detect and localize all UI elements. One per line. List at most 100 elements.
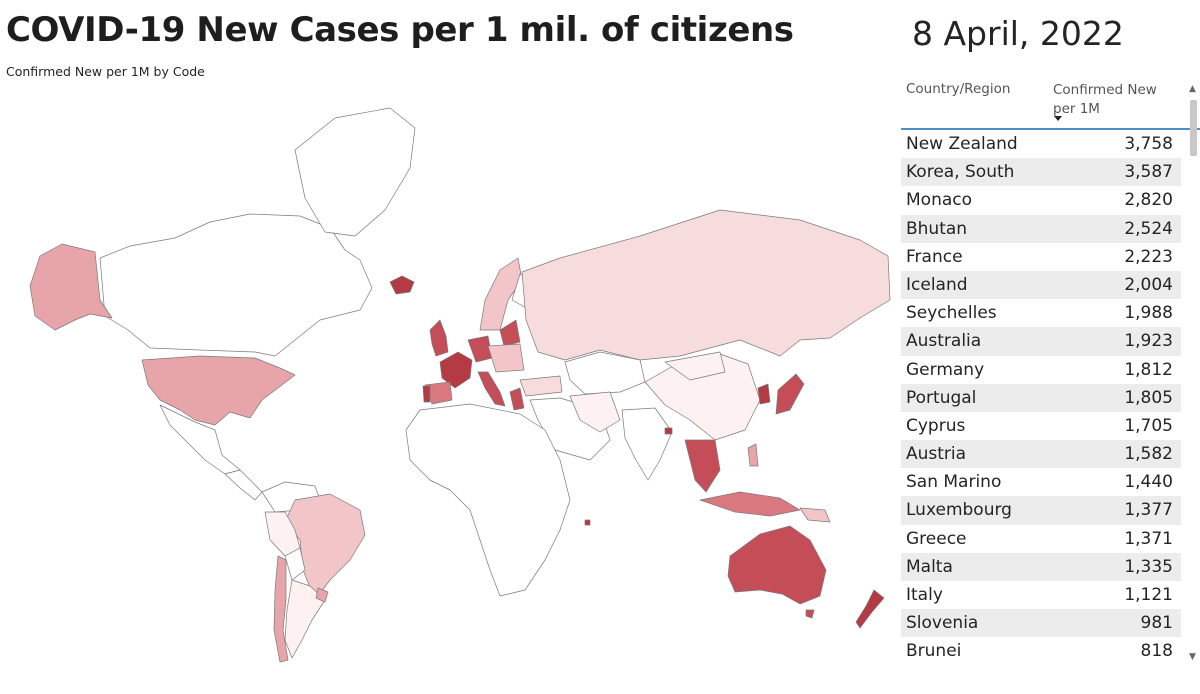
dashboard-title: COVID-19 New Cases per 1 mil. of citizen… bbox=[6, 10, 794, 50]
table-row[interactable]: Germany 1,812 bbox=[901, 356, 1181, 384]
cell-value: 1,705 bbox=[1124, 415, 1173, 436]
country-uruguay[interactable] bbox=[315, 587, 329, 603]
table-row[interactable]: Italy 1,121 bbox=[901, 581, 1181, 609]
country-norway-sweden[interactable] bbox=[479, 257, 523, 331]
column-header-country[interactable]: Country/Region bbox=[906, 81, 1011, 97]
country-chile[interactable] bbox=[273, 555, 289, 663]
table-row[interactable]: Australia 1,923 bbox=[901, 327, 1181, 356]
country-turkey[interactable] bbox=[519, 375, 563, 397]
country-africa[interactable] bbox=[405, 403, 571, 597]
country-korea-south[interactable] bbox=[757, 383, 771, 405]
country-bhutan[interactable] bbox=[664, 427, 673, 435]
cell-value: 2,820 bbox=[1124, 190, 1173, 211]
table-row[interactable]: New Zealand 3,758 bbox=[901, 130, 1181, 158]
cell-country: France bbox=[906, 246, 963, 267]
table-row[interactable]: Brunei 818 bbox=[901, 637, 1181, 665]
cell-country: Slovenia bbox=[906, 613, 979, 634]
cell-country: Korea, South bbox=[906, 162, 1015, 183]
table-row[interactable]: Monaco 2,820 bbox=[901, 186, 1181, 214]
cell-country: Australia bbox=[906, 331, 982, 352]
country-usa[interactable] bbox=[141, 355, 296, 426]
cell-value: 1,371 bbox=[1124, 528, 1173, 549]
country-philippines[interactable] bbox=[747, 443, 759, 467]
cases-table[interactable]: Country/Region Confirmed New per 1M New … bbox=[901, 76, 1200, 694]
table-scrollbar[interactable]: ▲ ▼ bbox=[1188, 78, 1200, 662]
column-header-value[interactable]: Confirmed New per 1M bbox=[1053, 82, 1157, 117]
country-tasmania[interactable] bbox=[805, 609, 815, 619]
country-kazakhstan[interactable] bbox=[564, 351, 646, 395]
country-central-europe[interactable] bbox=[487, 343, 525, 373]
country-germany[interactable] bbox=[467, 335, 493, 363]
cell-country: Portugal bbox=[906, 387, 977, 408]
table-row[interactable]: Austria 1,582 bbox=[901, 440, 1181, 469]
country-australia[interactable] bbox=[727, 525, 827, 605]
country-russia[interactable] bbox=[521, 209, 891, 361]
cell-value: 1,805 bbox=[1124, 387, 1173, 408]
table-row[interactable]: Luxembourg 1,377 bbox=[901, 496, 1181, 525]
cell-country: Bhutan bbox=[906, 218, 968, 239]
scroll-thumb[interactable] bbox=[1190, 100, 1197, 156]
table-row[interactable]: Iceland 2,004 bbox=[901, 270, 1181, 300]
scroll-down-icon[interactable]: ▼ bbox=[1189, 652, 1196, 662]
country-mongolia[interactable] bbox=[664, 351, 726, 381]
scroll-up-icon[interactable]: ▲ bbox=[1189, 84, 1196, 94]
country-poland[interactable] bbox=[499, 319, 521, 347]
report-date: 8 April, 2022 bbox=[912, 14, 1124, 53]
table-row[interactable]: Malta 1,335 bbox=[901, 552, 1181, 581]
country-canada[interactable] bbox=[99, 213, 373, 357]
country-france[interactable] bbox=[439, 351, 473, 389]
cell-country: San Marino bbox=[906, 472, 1002, 493]
cell-country: Monaco bbox=[906, 190, 973, 211]
table-row[interactable]: Greece 1,371 bbox=[901, 525, 1181, 553]
cell-value: 3,587 bbox=[1124, 162, 1173, 183]
country-indonesia[interactable] bbox=[699, 491, 801, 517]
country-iran[interactable] bbox=[569, 391, 621, 433]
country-southeast-asia[interactable] bbox=[684, 439, 721, 493]
country-italy[interactable] bbox=[477, 371, 506, 407]
table-row[interactable]: Bhutan 2,524 bbox=[901, 214, 1181, 243]
map-subtitle: Confirmed New per 1M by Code bbox=[6, 64, 205, 79]
cell-country: Germany bbox=[906, 359, 985, 380]
cell-value: 1,440 bbox=[1124, 472, 1173, 493]
country-japan[interactable] bbox=[775, 373, 805, 415]
country-greenland[interactable] bbox=[294, 107, 416, 237]
country-portugal[interactable] bbox=[422, 385, 431, 403]
world-map[interactable] bbox=[0, 84, 895, 684]
table-row[interactable]: Slovenia 981 bbox=[901, 609, 1181, 638]
country-new-zealand[interactable] bbox=[855, 589, 885, 629]
cell-value: 3,758 bbox=[1124, 134, 1173, 154]
country-alaska-usa[interactable] bbox=[29, 243, 113, 331]
country-india[interactable] bbox=[621, 407, 673, 481]
cell-country: Seychelles bbox=[906, 303, 997, 324]
table-row[interactable]: Korea, South 3,587 bbox=[901, 158, 1181, 187]
cell-country: Italy bbox=[906, 585, 943, 605]
country-bolivia[interactable] bbox=[284, 547, 306, 581]
country-greece[interactable] bbox=[509, 387, 525, 411]
cell-value: 1,335 bbox=[1124, 556, 1173, 577]
sort-descending-icon[interactable] bbox=[1054, 116, 1062, 121]
country-uk[interactable] bbox=[429, 319, 449, 357]
cell-country: Luxembourg bbox=[906, 500, 1012, 521]
cell-country: Brunei bbox=[906, 641, 962, 662]
table-header: Country/Region Confirmed New per 1M bbox=[901, 76, 1200, 130]
cell-value: 981 bbox=[1140, 613, 1173, 634]
country-papua-new-guinea[interactable] bbox=[799, 507, 831, 523]
cell-value: 2,524 bbox=[1124, 218, 1173, 239]
country-argentina[interactable] bbox=[284, 579, 326, 659]
cell-country: Iceland bbox=[906, 274, 968, 295]
cell-country: Greece bbox=[906, 528, 967, 549]
table-row[interactable]: San Marino 1,440 bbox=[901, 468, 1181, 496]
country-iceland[interactable] bbox=[389, 275, 415, 295]
cell-value: 1,988 bbox=[1124, 303, 1173, 324]
table-row[interactable]: Portugal 1,805 bbox=[901, 383, 1181, 412]
cell-value: 818 bbox=[1140, 641, 1173, 662]
table-body: New Zealand 3,758 Korea, South 3,587 Monaco 2… bbox=[901, 130, 1181, 666]
cell-value: 1,121 bbox=[1124, 585, 1173, 605]
country-seychelles[interactable] bbox=[584, 519, 591, 526]
cell-value: 2,223 bbox=[1124, 246, 1173, 267]
table-row[interactable]: France 2,223 bbox=[901, 243, 1181, 271]
table-row[interactable]: Cyprus 1,705 bbox=[901, 412, 1181, 440]
table-row[interactable]: Seychelles 1,988 bbox=[901, 299, 1181, 327]
cell-country: Austria bbox=[906, 444, 967, 465]
country-central-america[interactable] bbox=[224, 469, 263, 501]
